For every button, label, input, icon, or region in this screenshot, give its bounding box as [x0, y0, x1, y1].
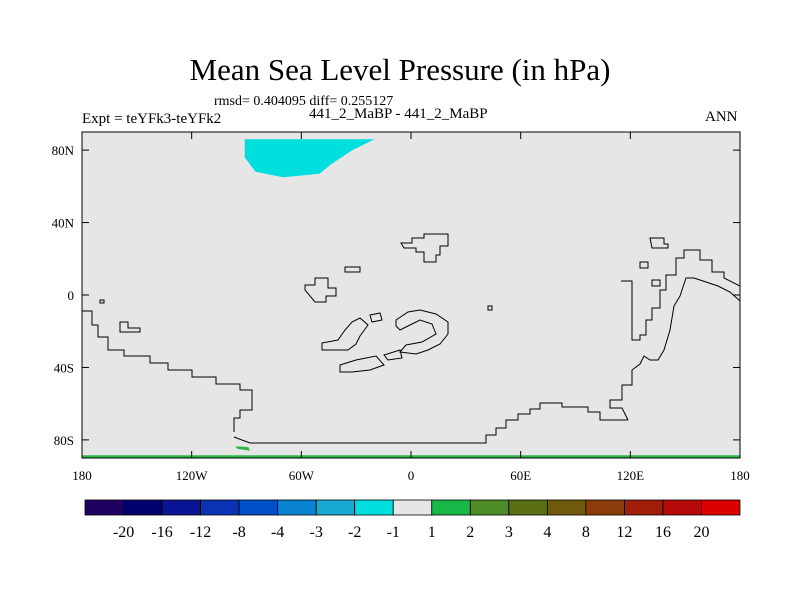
colorbar-label: 20: [693, 524, 709, 541]
x-tick-label: 180: [730, 468, 750, 483]
colorbar-swatch: [662, 499, 702, 516]
colorbar-swatch: [508, 499, 548, 516]
colorbar-swatch: [469, 499, 510, 516]
x-tick-label: 60E: [510, 468, 531, 483]
colorbar-swatch: [84, 499, 124, 516]
colorbar-label: -2: [348, 524, 361, 541]
colorbar-swatch: [585, 499, 625, 516]
coastline-islands: [99, 299, 493, 333]
coastline-eurasia: [400, 233, 449, 263]
colorbar-label: 8: [582, 524, 590, 541]
x-tick-label: 180: [72, 468, 92, 483]
y-tick-label: 40S: [54, 360, 74, 375]
y-tick-label: 80N: [52, 143, 75, 158]
coastline-americas: [82, 310, 253, 432]
colorbar-swatch: [624, 499, 664, 516]
positive-anomaly-small: [235, 446, 251, 451]
colorbar-label: 1: [428, 524, 436, 541]
season-label: ANN: [705, 109, 738, 125]
y-tick-label: 40N: [52, 216, 75, 231]
colorbar-label: -12: [190, 524, 211, 541]
x-tick-label: 120W: [176, 468, 209, 483]
colorbar-label: -16: [151, 524, 172, 541]
colorbar-swatch: [200, 499, 240, 516]
negative-anomaly-arctic: [244, 139, 375, 178]
colorbar-swatch: [238, 499, 279, 516]
colorbar-swatch: [277, 499, 317, 516]
colorbar-swatch: [431, 499, 471, 516]
x-tick-label: 120E: [617, 468, 645, 483]
coastline-japan: [639, 237, 669, 287]
coastline-asia-pacific: [609, 249, 741, 421]
colorbar-swatch: [354, 499, 394, 516]
x-axis-ticks: 180 120W 60W 0 60E 120E 180: [72, 132, 750, 483]
coastline-southern-left: [321, 312, 385, 373]
colorbar-swatch: [315, 499, 356, 516]
colorbar-label: 2: [466, 524, 474, 541]
coastlines: [82, 233, 741, 444]
colorbar-label: -1: [387, 524, 400, 541]
stats-text: rmsd= 0.404095 diff= 0.255127: [214, 94, 394, 109]
x-tick-label: 60W: [289, 468, 315, 483]
colorbar-label: -3: [310, 524, 323, 541]
colorbar-label: 12: [616, 524, 632, 541]
colorbar-swatch: [161, 499, 201, 516]
coastline-madagascar: [344, 266, 361, 273]
colorbar-swatch: [546, 499, 587, 516]
y-axis-ticks: 80N 40N 0 40S 80S: [52, 143, 740, 448]
y-tick-label: 0: [68, 288, 75, 303]
colorbar-label: -8: [232, 524, 245, 541]
colorbar-swatch: [123, 499, 163, 516]
colorbar-label: 3: [505, 524, 513, 541]
colorbar-swatch: [392, 499, 433, 516]
chart-title: Mean Sea Level Pressure (in hPa): [189, 52, 611, 87]
coastline-antarctica: [233, 402, 628, 444]
colorbar-label: -4: [271, 524, 284, 541]
colorbar-label: 4: [543, 524, 551, 541]
case-label: 441_2_MaBP - 441_2_MaBP: [309, 106, 488, 122]
map-background: [82, 132, 740, 458]
colorbar: -20 -16 -12 -8 -4 -3 -2 -1 1 2 3 4 8 12 16 20: [84, 499, 741, 541]
y-tick-label: 80S: [54, 433, 74, 448]
x-tick-label: 0: [408, 468, 415, 483]
coastline-africa: [304, 277, 337, 303]
experiment-label: Expt = teYFk3-teYFk2: [82, 111, 222, 127]
coastline-southern-right: [383, 309, 449, 361]
colorbar-swatch: [701, 499, 741, 516]
colorbar-label: -20: [113, 524, 134, 541]
colorbar-label: 16: [655, 524, 671, 541]
